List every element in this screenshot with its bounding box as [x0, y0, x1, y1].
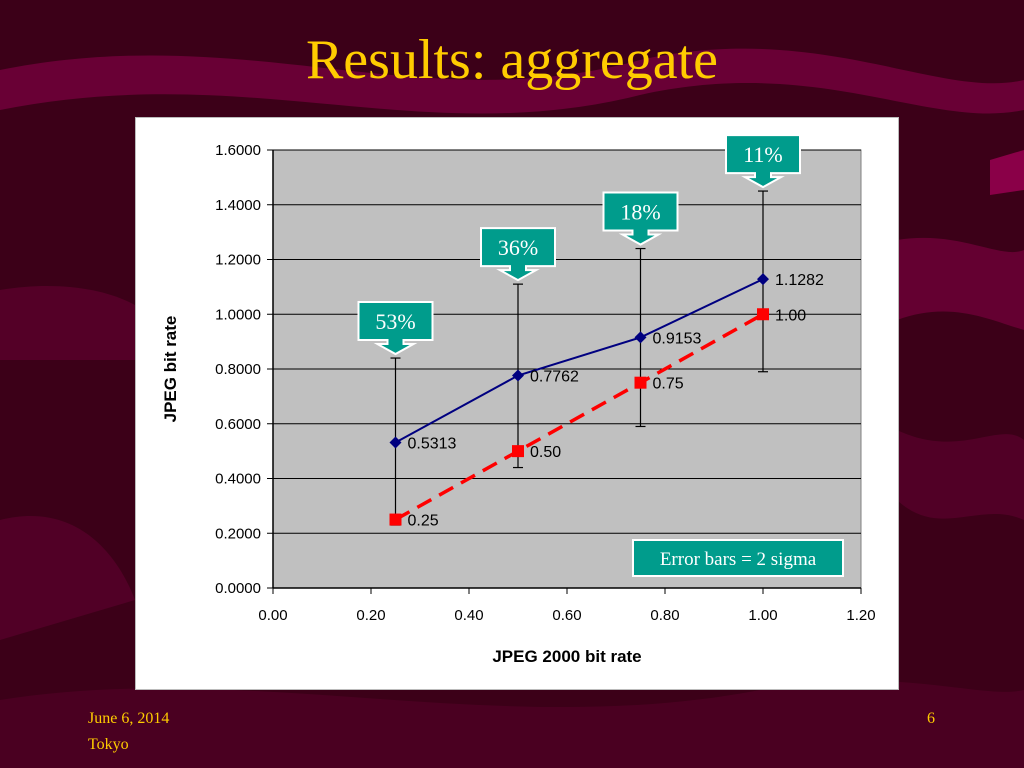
series-line-j2k — [394, 312, 764, 522]
page-number: 6 — [927, 710, 935, 727]
y-tick-label: 0.6000 — [215, 416, 261, 433]
data-point-j2k — [634, 376, 647, 389]
data-label-jpeg: 1.1282 — [775, 272, 824, 289]
callout-label: 18% — [620, 200, 660, 225]
data-label-j2k: 0.25 — [408, 513, 439, 530]
slide-title: Results: aggregate — [305, 29, 719, 91]
chart: 0.0000 0.2000 0.4000 0.6000 0.8000 1.0000 1.20… — [161, 134, 876, 666]
data-point-jpeg — [512, 369, 524, 382]
background-swoosh — [990, 150, 1024, 195]
x-tick-label: 1.20 — [846, 607, 875, 624]
callout-arrow — [725, 134, 801, 189]
callout-arrow — [480, 227, 556, 282]
callouts: 53% 36% 18% 11% — [357, 134, 801, 356]
callout-label: 36% — [498, 235, 538, 260]
x-tick-label: 0.60 — [552, 607, 581, 624]
background-swoosh — [897, 430, 1024, 520]
background-swoosh — [0, 516, 135, 640]
background-swoosh — [897, 237, 1024, 330]
y-axis-label: JPEG bit rate — [161, 316, 180, 423]
y-tick-label: 0.8000 — [215, 361, 261, 378]
data-label-jpeg: 0.5313 — [408, 436, 457, 453]
data-label-j2k: 1.00 — [775, 307, 806, 324]
axes: 0.0000 0.2000 0.4000 0.6000 0.8000 1.0000 1.20… — [215, 142, 875, 624]
y-tick-label: 1.6000 — [215, 142, 261, 159]
callout-label: 11% — [743, 142, 783, 167]
data-point-jpeg — [634, 331, 647, 344]
y-tick-label: 1.2000 — [215, 252, 261, 269]
data-point-j2k — [512, 445, 524, 458]
data-label-j2k: 0.75 — [653, 376, 684, 393]
chart-panel: 0.0000 0.2000 0.4000 0.6000 0.8000 1.0000 1.20… — [135, 117, 899, 690]
y-tick-label: 0.0000 — [215, 580, 261, 597]
x-tick-label: 0.00 — [258, 607, 287, 624]
background-swoosh — [0, 286, 159, 360]
note-box: Error bars = 2 sigma — [632, 539, 844, 577]
x-axis-label: JPEG 2000 bit rate — [492, 647, 641, 666]
data-point-jpeg — [757, 273, 769, 286]
data-point-j2k — [757, 308, 769, 321]
note-text: Error bars = 2 sigma — [660, 549, 817, 570]
y-tick-label: 1.4000 — [215, 197, 261, 214]
footer-date: June 6, 2014 — [88, 710, 170, 727]
y-tick-label: 0.2000 — [215, 525, 261, 542]
data-point-j2k — [389, 513, 402, 526]
data-label-j2k: 0.50 — [530, 444, 561, 461]
callout-arrow — [602, 191, 679, 246]
x-tick-label: 0.20 — [356, 607, 385, 624]
series — [389, 273, 769, 526]
series-line-jpeg — [395, 278, 764, 444]
footer-place: Tokyo — [88, 736, 129, 753]
background-swoosh — [0, 680, 1024, 768]
data-point-jpeg — [389, 436, 402, 449]
data-label-jpeg: 0.7762 — [530, 369, 579, 386]
y-tick-label: 0.4000 — [215, 471, 261, 488]
data-labels: 0.5313 0.7762 0.9153 1.1282 0.25 0.50 0.75 1.00 — [408, 272, 825, 529]
callout-label: 53% — [375, 309, 415, 334]
data-label-jpeg: 0.9153 — [653, 330, 702, 347]
callout-arrow — [357, 301, 434, 356]
y-tick-label: 1.0000 — [215, 306, 261, 323]
x-tick-label: 0.80 — [650, 607, 679, 624]
background-swoosh — [0, 48, 1024, 114]
x-tick-label: 0.40 — [454, 607, 483, 624]
x-tick-label: 1.00 — [748, 607, 777, 624]
